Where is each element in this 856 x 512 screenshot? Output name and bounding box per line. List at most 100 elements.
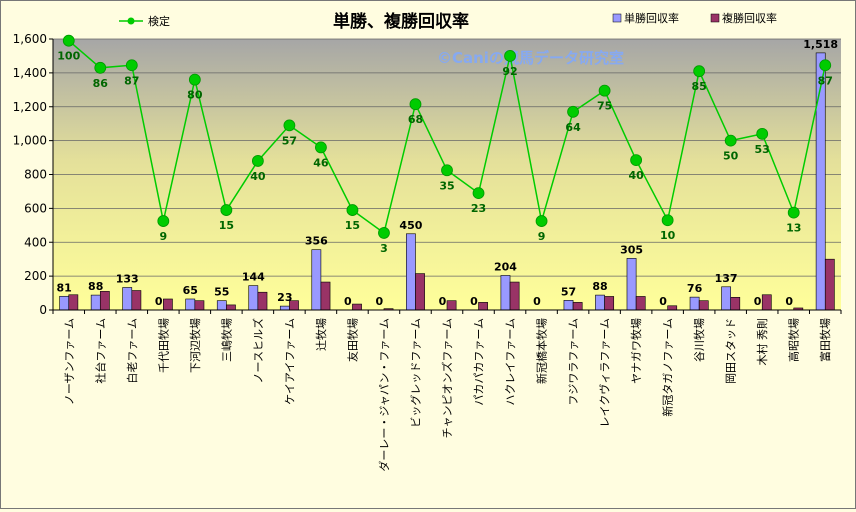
single-win-value-label: 137 [715,272,738,285]
place-bar [824,258,835,311]
test-point [504,50,516,62]
test-value-label: 23 [471,202,486,215]
single-win-bar [500,275,511,311]
test-point [378,227,390,239]
x-tick-label: 下河辺牧場 [188,318,202,373]
test-point [283,119,296,132]
single-win-bar [815,52,826,311]
x-tick-label: ビッグレッドファーム [408,318,422,428]
single-win-bar [185,298,196,311]
test-value-label: 40 [250,170,266,183]
x-tick-label: 社台ファーム [93,318,107,384]
single-win-value-label: 0 [470,295,478,308]
place-bar [68,294,79,311]
single-win-value-label: 0 [439,295,447,308]
legend-place-label: 複勝回収率 [722,11,777,25]
single-win-bar [626,258,637,311]
single-win-value-label: 0 [785,295,793,308]
watermark: ©Caniの競馬データ研究室 [437,49,624,67]
y-tick-label: 800 [24,168,47,182]
place-bar [257,291,268,311]
place-bar [352,303,362,311]
test-point [472,187,485,200]
x-tick-label: 谷川牧場 [692,318,706,362]
place-bar [604,296,615,311]
y-tick-label: 0 [39,303,47,317]
y-tick-label: 400 [24,235,47,249]
place-bar [163,298,173,311]
test-point [756,127,769,140]
single-win-value-label: 0 [155,295,163,308]
test-value-label: 3 [380,242,388,255]
test-value-label: 9 [159,230,167,243]
place-bar [226,304,236,311]
single-win-bar [279,305,290,311]
single-win-value-label: 55 [214,286,229,299]
test-point [125,59,138,72]
single-win-value-label: 0 [754,295,762,308]
x-tick-label: 新冠橋本牧場 [535,318,549,384]
place-bar [761,294,772,311]
test-point [724,134,737,147]
bars [59,52,835,311]
x-tick-label: ノーザンファーム [63,318,76,405]
single-win-value-label: 57 [561,285,576,298]
place-bar [194,300,205,311]
legend: 検定 単勝回収率 複勝回収率 [119,11,777,28]
test-value-label: 75 [597,100,612,113]
test-value-label: 57 [282,134,297,147]
test-point [535,215,548,227]
test-point [251,155,264,167]
place-bar [320,281,331,311]
test-value-label: 87 [124,74,139,87]
x-tick-label: 三嶋牧場 [219,318,233,362]
place-bar [99,291,110,311]
legend-place-swatch [710,13,720,23]
test-value-label: 68 [408,113,423,126]
x-tick-label: 富田牧場 [818,318,832,362]
x-tick-label: チャンピオンズファーム [440,318,454,438]
y-tick-label: 1,200 [13,100,47,114]
single-win-bar [59,295,70,311]
legend-test-swatch-marker [127,17,135,25]
y-axis: 0 200 400 600 800 1,000 1,200 1,400 1,600 [13,32,54,317]
single-win-value-label: 81 [57,281,72,294]
test-value-label: 92 [502,65,517,78]
x-tick-label: 木村 秀則 [755,318,769,366]
single-win-value-label: 144 [242,271,265,284]
single-win-value-label: 0 [659,295,667,308]
chart-title: 単勝、複勝回収率 [333,11,469,32]
single-win-value-label: 0 [376,295,384,308]
single-win-value-label: 88 [88,280,103,293]
test-point [346,204,359,216]
x-tick-label: ノースヒルズ [251,318,265,383]
single-win-value-label: 88 [592,280,607,293]
test-value-label: 50 [723,150,739,163]
y-tick-label: 1,000 [13,134,47,148]
x-tick-label: 岡田スタッド [725,318,738,384]
test-value-label: 85 [692,80,707,93]
single-win-value-label: 356 [305,235,328,248]
single-win-bar [721,286,731,311]
y-tick-label: 1,400 [13,66,47,80]
test-point [220,204,233,216]
place-bar [131,290,142,311]
single-win-bar [90,294,101,311]
single-win-bar [595,294,605,311]
single-win-value-label: 1,518 [803,38,838,51]
single-win-value-label: 133 [116,272,139,285]
legend-test-label: 検定 [148,14,170,28]
single-win-value-label: 0 [344,295,352,308]
test-point [315,141,327,154]
y-tick-label: 600 [24,201,47,215]
place-bar [478,302,488,311]
place-bar [509,281,520,311]
test-point [693,65,706,78]
test-point [94,61,107,74]
x-tick-label: ハクレイファーム [504,318,517,406]
test-point [630,154,643,167]
single-win-bar [248,285,259,311]
